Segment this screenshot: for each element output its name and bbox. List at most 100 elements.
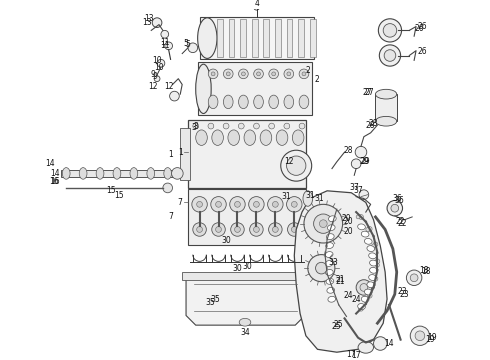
- Text: 31: 31: [305, 191, 315, 200]
- Polygon shape: [186, 277, 305, 325]
- Text: 9: 9: [151, 70, 156, 79]
- Ellipse shape: [369, 260, 377, 266]
- Circle shape: [351, 159, 361, 168]
- Text: 2: 2: [314, 75, 319, 84]
- Circle shape: [154, 76, 160, 82]
- Ellipse shape: [361, 296, 369, 302]
- Text: 10: 10: [152, 56, 162, 65]
- Circle shape: [211, 72, 215, 76]
- Bar: [252, 19, 258, 58]
- Circle shape: [170, 91, 179, 101]
- Circle shape: [269, 223, 282, 236]
- Circle shape: [223, 123, 229, 129]
- Text: 35: 35: [210, 294, 220, 303]
- Circle shape: [152, 18, 162, 27]
- Bar: [217, 19, 223, 58]
- Ellipse shape: [327, 225, 335, 231]
- Ellipse shape: [375, 89, 397, 99]
- Ellipse shape: [130, 168, 138, 179]
- Ellipse shape: [244, 130, 256, 145]
- Ellipse shape: [196, 64, 211, 113]
- Text: 36: 36: [395, 196, 405, 205]
- Circle shape: [254, 69, 263, 79]
- Circle shape: [410, 326, 430, 346]
- Circle shape: [308, 255, 335, 282]
- Circle shape: [287, 72, 291, 76]
- Bar: [298, 19, 304, 58]
- Circle shape: [371, 244, 375, 248]
- Text: 2: 2: [305, 66, 310, 75]
- Circle shape: [371, 283, 375, 287]
- Text: 17: 17: [346, 350, 356, 359]
- Text: 31: 31: [315, 194, 324, 203]
- Polygon shape: [294, 191, 387, 352]
- Text: 7: 7: [178, 198, 183, 207]
- Text: 12: 12: [284, 157, 293, 166]
- Text: 37: 37: [349, 183, 359, 192]
- Ellipse shape: [369, 267, 377, 273]
- Circle shape: [366, 228, 369, 231]
- Circle shape: [410, 274, 418, 282]
- Circle shape: [253, 123, 259, 129]
- Text: 18: 18: [421, 267, 431, 276]
- Circle shape: [253, 226, 259, 232]
- Ellipse shape: [328, 296, 336, 302]
- Text: 30: 30: [242, 262, 252, 271]
- Circle shape: [253, 202, 259, 207]
- Ellipse shape: [325, 270, 333, 275]
- Ellipse shape: [365, 289, 372, 295]
- Circle shape: [383, 24, 397, 37]
- Text: 27: 27: [365, 88, 374, 97]
- Text: 33: 33: [328, 258, 338, 267]
- Text: 30: 30: [222, 235, 231, 244]
- Text: 28: 28: [343, 146, 353, 155]
- Text: 13: 13: [145, 14, 154, 23]
- Text: 20: 20: [343, 217, 353, 226]
- Text: 11: 11: [160, 39, 170, 48]
- Circle shape: [257, 72, 261, 76]
- Circle shape: [288, 223, 301, 236]
- Ellipse shape: [197, 18, 217, 58]
- Bar: [182, 272, 309, 280]
- Circle shape: [359, 215, 364, 219]
- Circle shape: [292, 202, 297, 207]
- Text: 14: 14: [45, 159, 54, 168]
- Circle shape: [192, 197, 207, 212]
- Text: 3: 3: [191, 123, 196, 132]
- Circle shape: [230, 197, 245, 212]
- Text: 19: 19: [427, 333, 436, 342]
- Circle shape: [242, 72, 245, 76]
- Circle shape: [196, 202, 202, 207]
- Ellipse shape: [326, 234, 334, 239]
- Circle shape: [163, 183, 172, 193]
- Text: 19: 19: [425, 335, 435, 344]
- Circle shape: [172, 168, 183, 179]
- Circle shape: [384, 50, 396, 61]
- Ellipse shape: [269, 95, 278, 109]
- Ellipse shape: [164, 168, 171, 179]
- Text: 5: 5: [184, 39, 189, 48]
- Ellipse shape: [113, 168, 121, 179]
- Circle shape: [378, 19, 402, 42]
- Text: 28: 28: [366, 121, 375, 130]
- Text: 23: 23: [398, 287, 407, 296]
- Text: 23: 23: [400, 290, 409, 299]
- Circle shape: [356, 280, 371, 295]
- Bar: [188, 189, 306, 245]
- Circle shape: [248, 197, 264, 212]
- Bar: [188, 120, 306, 188]
- Circle shape: [314, 214, 333, 233]
- Ellipse shape: [326, 243, 333, 248]
- Circle shape: [193, 223, 206, 236]
- Text: 24: 24: [351, 294, 361, 303]
- Ellipse shape: [284, 95, 294, 109]
- Text: 25: 25: [334, 320, 343, 329]
- Ellipse shape: [276, 130, 288, 145]
- Circle shape: [299, 69, 309, 79]
- Circle shape: [373, 337, 387, 350]
- Ellipse shape: [367, 282, 375, 288]
- Circle shape: [355, 147, 367, 158]
- Circle shape: [268, 197, 283, 212]
- Bar: [180, 128, 190, 180]
- Text: 20: 20: [343, 227, 353, 236]
